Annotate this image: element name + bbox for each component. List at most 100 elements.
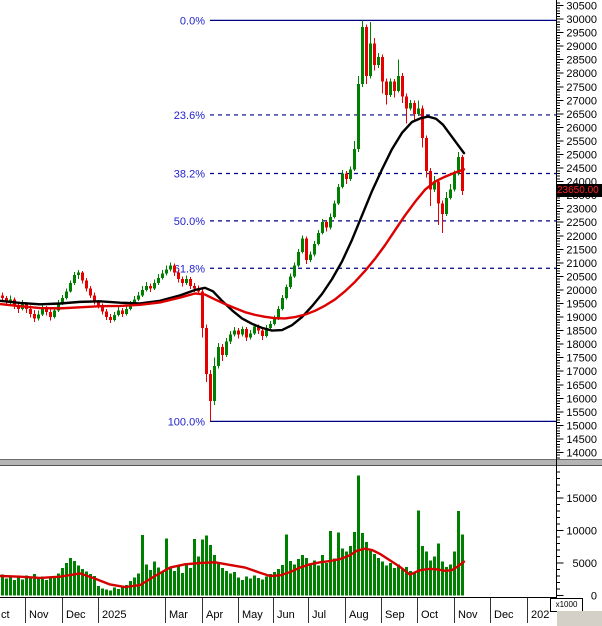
volume-bar bbox=[237, 577, 240, 596]
candle-body bbox=[325, 222, 328, 228]
volume-bar bbox=[317, 565, 320, 596]
price-tick-label: 22500 bbox=[566, 217, 597, 229]
price-tick-label: 22000 bbox=[566, 231, 597, 243]
price-tick-label: 29000 bbox=[566, 41, 597, 53]
volume-bar bbox=[141, 535, 144, 596]
volume-bar bbox=[105, 589, 108, 596]
volume-bar bbox=[393, 568, 396, 596]
volume-bar bbox=[61, 568, 64, 596]
volume-bar bbox=[405, 566, 408, 596]
candle-body bbox=[261, 330, 264, 337]
month-label: Nov bbox=[458, 609, 478, 621]
candle-body bbox=[409, 103, 412, 109]
volume-bar bbox=[397, 564, 400, 596]
volume-bar bbox=[201, 539, 204, 596]
volume-bar bbox=[245, 576, 248, 596]
price-tick-label: 21000 bbox=[566, 258, 597, 270]
price-tick-label: 30500 bbox=[566, 1, 597, 13]
candle-body bbox=[121, 310, 124, 314]
candle-body bbox=[117, 310, 120, 315]
price-tick-label: 28500 bbox=[566, 55, 597, 67]
candle-body bbox=[265, 327, 268, 337]
candle-body bbox=[249, 333, 252, 338]
month-label: May bbox=[242, 609, 263, 621]
volume-bar bbox=[85, 571, 88, 596]
candle-body bbox=[357, 84, 360, 150]
volume-bar bbox=[269, 574, 272, 596]
volume-bar bbox=[261, 579, 264, 596]
candle-body bbox=[321, 222, 324, 234]
candle-body bbox=[177, 272, 180, 280]
volume-bar bbox=[193, 538, 196, 596]
volume-bar bbox=[129, 581, 132, 596]
volume-bar bbox=[25, 575, 28, 596]
volume-bar bbox=[369, 550, 372, 596]
candle-body bbox=[393, 81, 396, 91]
candle-body bbox=[337, 187, 340, 204]
volume-bar bbox=[73, 561, 76, 596]
volume-bar bbox=[113, 587, 116, 596]
volume-bar bbox=[9, 576, 12, 596]
month-label: Dec bbox=[66, 609, 86, 621]
candle-body bbox=[389, 81, 392, 95]
price-tick-label: 15000 bbox=[566, 420, 597, 432]
candle-body bbox=[149, 285, 152, 289]
candle-body bbox=[73, 275, 76, 284]
volume-bar bbox=[209, 544, 212, 596]
fib-label-23.6%: 23.6% bbox=[174, 110, 205, 122]
volume-bar bbox=[57, 573, 60, 596]
price-tick-label: 30000 bbox=[566, 14, 597, 26]
candle-body bbox=[109, 317, 112, 320]
volume-bar bbox=[249, 578, 252, 596]
month-label: Jun bbox=[277, 609, 295, 621]
volume-bar bbox=[41, 576, 44, 596]
volume-bar bbox=[5, 578, 8, 596]
candle-body bbox=[161, 273, 164, 278]
month-label: 2025 bbox=[102, 609, 126, 621]
volume-bar bbox=[433, 556, 436, 596]
fib-label-38.2%: 38.2% bbox=[174, 168, 205, 180]
volume-bar bbox=[97, 585, 100, 596]
candle-body bbox=[65, 291, 68, 299]
month-label-clipped: ct bbox=[1, 609, 10, 621]
volume-bar bbox=[185, 563, 188, 596]
volume-bar bbox=[125, 585, 128, 596]
candle-body bbox=[369, 43, 372, 76]
volume-bar bbox=[45, 579, 48, 596]
candle-body bbox=[453, 173, 456, 190]
volume-bar bbox=[165, 538, 168, 596]
ma-line-red bbox=[0, 168, 466, 320]
volume-bar bbox=[425, 551, 428, 596]
candle-body bbox=[289, 276, 292, 288]
volume-bar bbox=[377, 557, 380, 596]
candle-body bbox=[361, 27, 364, 85]
volume-bar bbox=[301, 555, 304, 596]
volume-bar bbox=[273, 572, 276, 596]
volume-bar bbox=[173, 570, 176, 596]
volume-bar bbox=[213, 555, 216, 596]
volume-bar bbox=[445, 566, 448, 596]
candle-body bbox=[133, 299, 136, 305]
candle-body bbox=[225, 341, 228, 355]
panel-divider[interactable] bbox=[0, 459, 602, 466]
month-label: 202 bbox=[531, 609, 549, 621]
volume-bar bbox=[309, 564, 312, 596]
ma-line-black bbox=[0, 115, 466, 332]
candle-body bbox=[5, 298, 8, 303]
candle-body bbox=[205, 327, 208, 374]
candle-body bbox=[441, 203, 444, 215]
candle-body bbox=[301, 238, 304, 253]
volume-bar bbox=[277, 568, 280, 596]
volume-bar bbox=[181, 572, 184, 596]
volume-bar bbox=[225, 570, 228, 596]
volume-bar bbox=[121, 586, 124, 596]
volume-tick-label: 5000 bbox=[573, 558, 597, 570]
candle-body bbox=[49, 312, 52, 318]
last-price-badge: 23650.00 bbox=[556, 184, 602, 197]
volume-bar bbox=[293, 564, 296, 596]
candle-body bbox=[97, 302, 100, 307]
volume-bar bbox=[49, 577, 52, 596]
volume-bar bbox=[345, 551, 348, 596]
